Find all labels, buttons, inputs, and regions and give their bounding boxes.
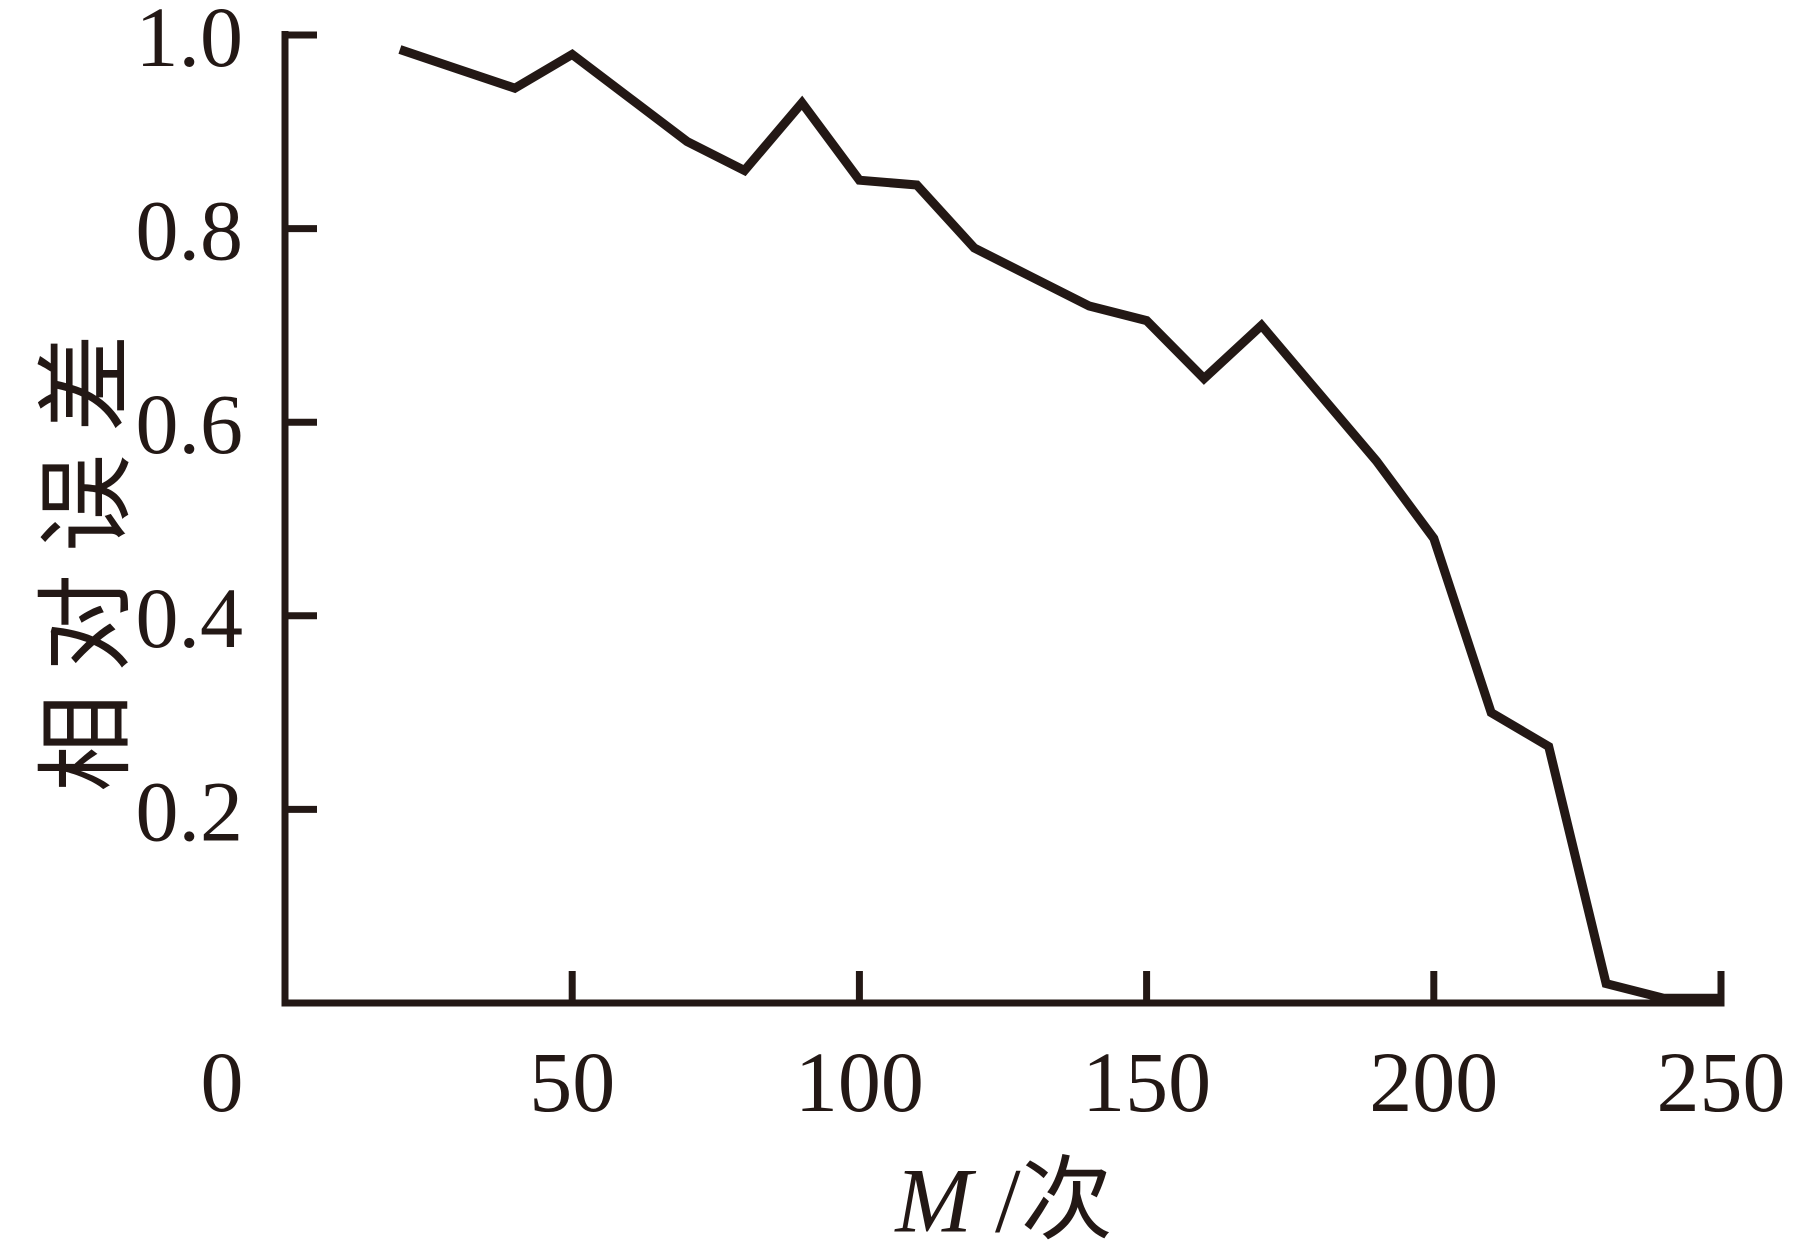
x-axis-label-variable: M [895,1149,973,1249]
axis-lines [281,31,1725,1007]
y-tick-label: 0.8 [136,183,244,279]
tick-labels: 0 50 100 150 200 250 1.0 0.8 0.6 0.4 0.2 [136,0,1786,1130]
y-tick-label: 0.6 [136,376,244,472]
y-tick-label: 1.0 [136,0,244,85]
y-axis-label: 相对误差 [34,311,142,793]
x-tick-label: 0 [201,1034,244,1130]
data-series [398,45,1721,1003]
axes [281,31,1725,1007]
y-tick-label: 0.2 [136,763,244,859]
x-tick-label: 200 [1369,1034,1498,1130]
x-axis-label-unit: /次 [972,1149,1113,1249]
data-line [398,45,1721,1003]
x-tick-label: 100 [795,1034,924,1130]
x-tick-label: 50 [529,1034,615,1130]
x-tick-label: 150 [1082,1034,1211,1130]
x-tick-label: 250 [1657,1034,1786,1130]
axis-ticks [287,31,1725,1001]
y-tick-label: 0.4 [136,570,244,666]
x-axis-label: M /次 [895,1126,1112,1249]
